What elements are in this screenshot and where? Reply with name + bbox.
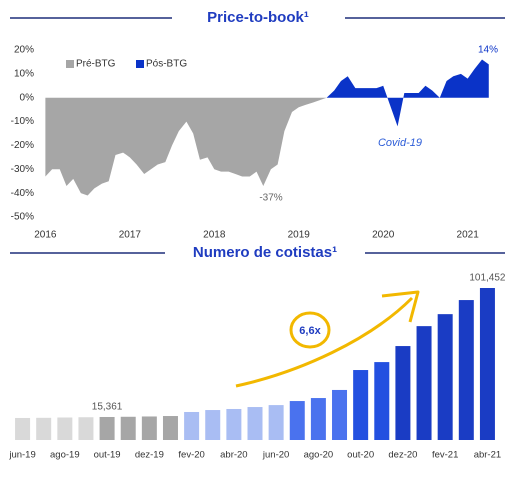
bar xyxy=(121,417,136,440)
bar xyxy=(78,417,93,440)
bar xyxy=(438,314,453,440)
y-tick-label: 10% xyxy=(14,68,34,79)
bar xyxy=(480,288,495,440)
bar xyxy=(374,362,389,440)
bar xyxy=(395,346,410,440)
x-tick-label: 2016 xyxy=(34,230,57,241)
page: Price-to-book¹ Numero de cotistas¹ -50% -… xyxy=(0,0,513,473)
x-tick-label: 2021 xyxy=(457,230,480,241)
x-tick-label: abr-21 xyxy=(474,450,501,461)
bar xyxy=(353,370,368,440)
x-tick-label: dez-20 xyxy=(388,450,417,461)
chart-title: Numero de cotistas¹ xyxy=(193,244,337,261)
y-tick-label: 0% xyxy=(20,92,35,103)
x-tick-label: 2017 xyxy=(119,230,142,241)
annotation: Covid-19 xyxy=(378,137,422,149)
y-tick-label: -20% xyxy=(11,140,34,151)
y-tick-label: -50% xyxy=(11,212,34,223)
value-label: 15,361 xyxy=(92,402,123,413)
y-tick-label: -10% xyxy=(11,116,34,127)
legend-label: Pós-BTG xyxy=(146,59,187,70)
bar xyxy=(226,409,241,440)
bar xyxy=(36,418,51,440)
x-tick-label: out-19 xyxy=(94,450,121,461)
x-tick-label: abr-20 xyxy=(220,450,247,461)
value-label: 101,452 xyxy=(469,273,506,284)
annotation: 6,6x xyxy=(299,325,321,337)
bar xyxy=(163,416,178,440)
bar xyxy=(142,416,157,440)
x-tick-label: jun-19 xyxy=(8,450,35,461)
chart-title: Price-to-book¹ xyxy=(207,9,309,26)
x-tick-label: fev-21 xyxy=(432,450,458,461)
x-tick-label: ago-19 xyxy=(50,450,80,461)
bar xyxy=(205,410,220,440)
growth-arrow xyxy=(236,292,418,386)
bar xyxy=(417,326,432,440)
y-tick-label: -40% xyxy=(11,188,34,199)
annotation: -37% xyxy=(259,193,282,204)
bar xyxy=(269,405,284,440)
bar xyxy=(15,418,30,440)
x-tick-label: 2018 xyxy=(203,230,226,241)
bar xyxy=(311,398,326,440)
annotation: 14% xyxy=(478,45,498,56)
y-tick-label: 20% xyxy=(14,45,34,56)
x-tick-label: ago-20 xyxy=(304,450,334,461)
bar xyxy=(290,401,305,440)
bar xyxy=(248,407,263,440)
legend-label: Pré-BTG xyxy=(76,59,116,70)
x-tick-label: dez-19 xyxy=(135,450,164,461)
legend-swatch xyxy=(66,60,74,68)
x-tick-label: 2019 xyxy=(288,230,311,241)
legend-swatch xyxy=(136,60,144,68)
bar xyxy=(459,300,474,440)
bar xyxy=(100,417,115,440)
x-tick-label: 2020 xyxy=(372,230,395,241)
x-tick-label: out-20 xyxy=(347,450,374,461)
x-tick-label: fev-20 xyxy=(178,450,204,461)
y-tick-label: -30% xyxy=(11,164,34,175)
bar xyxy=(332,390,347,440)
bar xyxy=(184,412,199,440)
bar xyxy=(57,418,72,440)
x-tick-label: jun-20 xyxy=(262,450,289,461)
area xyxy=(327,60,489,127)
area xyxy=(45,98,326,196)
